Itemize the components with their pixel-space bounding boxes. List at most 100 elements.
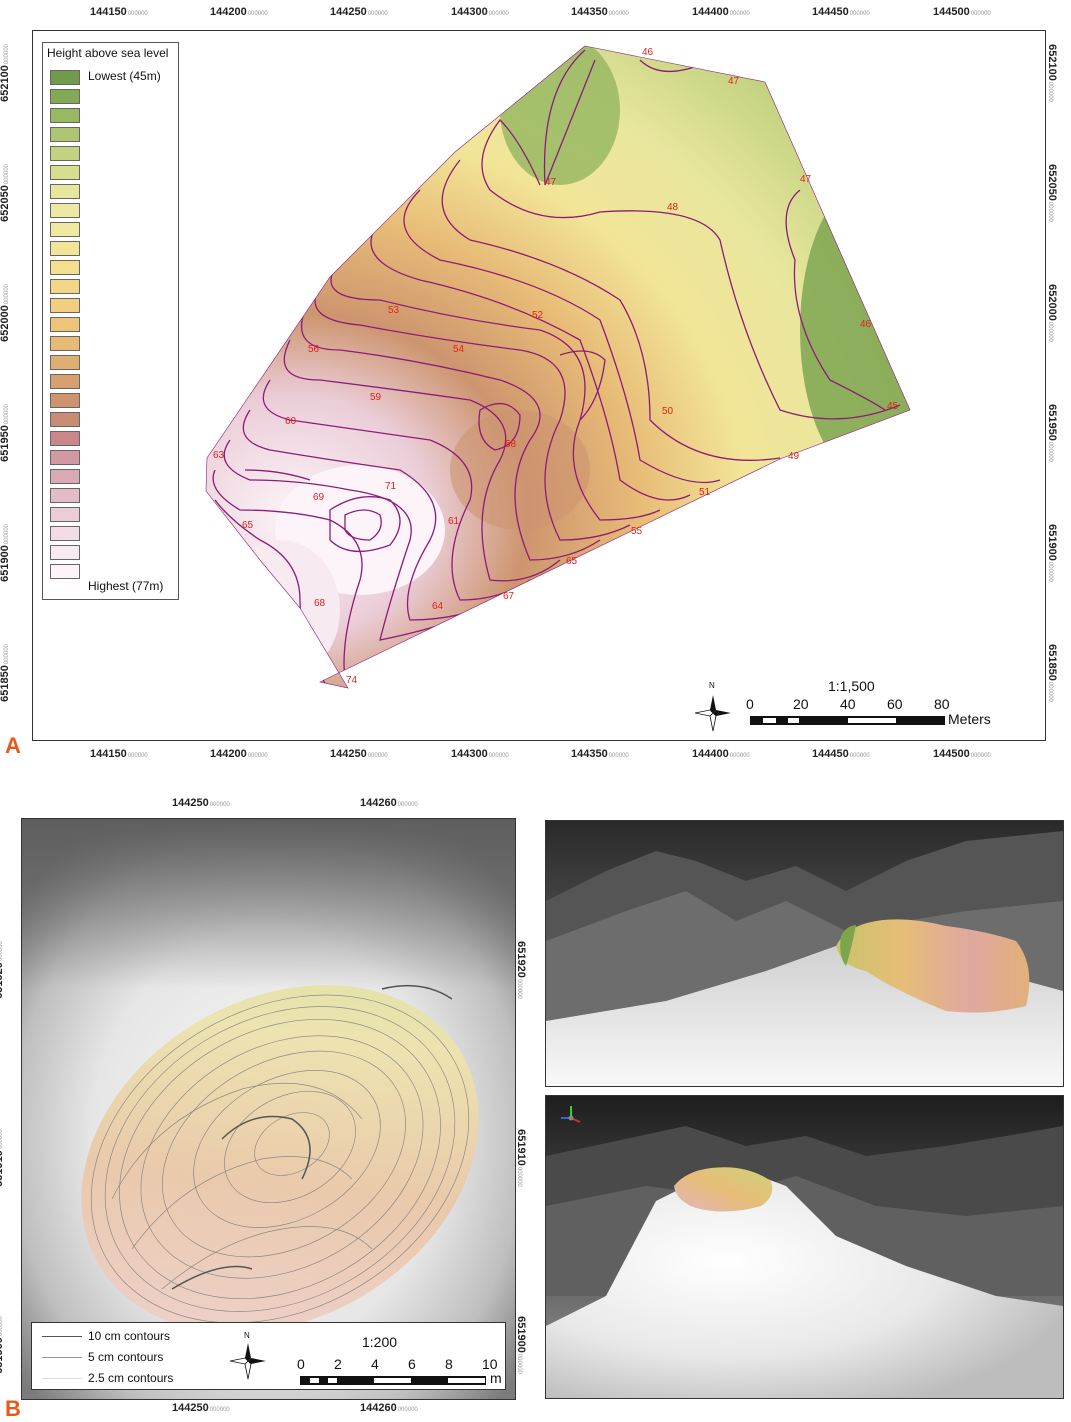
legend-swatch xyxy=(50,146,80,161)
scale-number-a: 40 xyxy=(840,696,856,712)
x-tick-top-a: 144200000000 xyxy=(210,6,268,18)
scale-number-a: 60 xyxy=(887,696,903,712)
y-tick-right-b: 651910000000 xyxy=(514,1129,527,1187)
legend-swatch xyxy=(50,564,80,579)
3d-view-top xyxy=(545,820,1064,1087)
scale-number-a: 20 xyxy=(793,696,809,712)
legend-swatch xyxy=(50,469,80,484)
contour-label: 47 xyxy=(545,177,557,188)
contour-label: 46 xyxy=(642,47,654,58)
contour-label: 54 xyxy=(453,344,465,355)
y-tick-right-a: 652000000000 xyxy=(1045,284,1058,342)
x-tick-top-a: 144500000000 xyxy=(933,6,991,18)
legend-swatch xyxy=(50,450,80,465)
scale-number-a: 0 xyxy=(746,696,754,712)
scale-number-b: 4 xyxy=(371,1356,379,1372)
contour-label: 49 xyxy=(788,451,800,462)
legend-swatch xyxy=(50,298,80,313)
north-label-b: N xyxy=(244,1331,250,1340)
contour-label: 55 xyxy=(631,526,643,537)
north-arrow-b: N xyxy=(228,1331,268,1383)
x-tick-top-b: 144260000000 xyxy=(360,797,418,809)
x-tick-bottom-a: 144250000000 xyxy=(330,748,388,760)
contour-label: 60 xyxy=(285,416,297,427)
y-tick-left-b: 651920000000 xyxy=(0,941,5,999)
scale-number-a: 80 xyxy=(934,696,950,712)
axis-gizmo-icon xyxy=(561,1106,581,1123)
contour-label: 61 xyxy=(448,516,460,527)
legend-swatch xyxy=(50,89,80,104)
contour-label: 69 xyxy=(313,492,325,503)
x-tick-bottom-a: 144400000000 xyxy=(692,748,750,760)
north-arrow-a: N xyxy=(693,681,733,733)
y-tick-right-a: 651950000000 xyxy=(1045,404,1058,462)
scale-ratio-a: 1:1,500 xyxy=(828,678,875,694)
scale-bar-a xyxy=(750,716,945,725)
height-legend: Height above sea level Lowest (45m) High… xyxy=(42,42,179,600)
x-tick-top-a: 144150000000 xyxy=(90,6,148,18)
legend-highest-label: Highest (77m) xyxy=(88,579,164,593)
legend-swatch xyxy=(50,241,80,256)
panel-letter-b: B xyxy=(5,1396,21,1421)
scale-number-b: 8 xyxy=(445,1356,453,1372)
north-label: N xyxy=(709,681,715,690)
scale-unit-b: m xyxy=(490,1370,502,1386)
y-tick-left-b: 651910000000 xyxy=(0,1129,5,1187)
contour-label: 50 xyxy=(662,406,674,417)
legend-lowest-label: Lowest (45m) xyxy=(88,69,161,83)
contour-label: 63 xyxy=(213,450,225,461)
legend-swatch xyxy=(50,203,80,218)
legend-swatch xyxy=(50,412,80,427)
contour-label: 53 xyxy=(388,305,400,316)
y-tick-left-a: 651900000000 xyxy=(0,524,11,582)
legend-swatch xyxy=(50,260,80,275)
contour-label: 74 xyxy=(346,675,358,686)
legend-swatch xyxy=(50,374,80,389)
legend-line-5cm xyxy=(42,1357,82,1358)
legend-swatch xyxy=(50,507,80,522)
elevation-map-a: 46 47 47 47 48 52 53 54 56 59 60 63 71 69 61 58 50 51 49 55… xyxy=(205,45,911,689)
legend-swatch xyxy=(50,488,80,503)
x-tick-top-a: 144300000000 xyxy=(451,6,509,18)
contour-label: 46 xyxy=(860,319,872,330)
contour-label: 59 xyxy=(370,392,382,403)
contour-label: 65 xyxy=(566,556,578,567)
x-tick-bottom-b: 144260000000 xyxy=(360,1402,418,1414)
contour-label: 58 xyxy=(505,439,517,450)
x-tick-top-a: 144350000000 xyxy=(571,6,629,18)
contour-label: 51 xyxy=(699,487,711,498)
y-tick-left-a: 652100000000 xyxy=(0,44,11,102)
scale-number-b: 2 xyxy=(334,1356,342,1372)
legend-swatch xyxy=(50,336,80,351)
scale-number-b: 6 xyxy=(408,1356,416,1372)
y-tick-right-a: 651850000000 xyxy=(1045,644,1058,702)
legend-swatch xyxy=(50,317,80,332)
y-tick-right-b: 651900000000 xyxy=(514,1316,527,1374)
x-tick-bottom-a: 144200000000 xyxy=(210,748,268,760)
legend-swatch xyxy=(50,108,80,123)
legend-swatch xyxy=(50,545,80,560)
hillshade-dem-b xyxy=(22,819,515,1399)
legend-swatch xyxy=(50,526,80,541)
x-tick-bottom-a: 144300000000 xyxy=(451,748,509,760)
legend-swatch xyxy=(50,184,80,199)
scale-bar-b xyxy=(300,1376,486,1385)
contour-label: 67 xyxy=(503,591,515,602)
legend-item-2-5cm: 2.5 cm contours xyxy=(88,1371,174,1385)
3d-view-bottom xyxy=(545,1095,1064,1399)
x-tick-top-a: 144450000000 xyxy=(812,6,870,18)
panel-letter-a: A xyxy=(5,733,21,758)
x-tick-bottom-a: 144350000000 xyxy=(571,748,629,760)
legend-swatch xyxy=(50,222,80,237)
scale-number-b: 0 xyxy=(297,1356,305,1372)
contour-label: 56 xyxy=(308,344,320,355)
compass-rose-icon-b xyxy=(229,1343,266,1380)
x-tick-bottom-a: 144500000000 xyxy=(933,748,991,760)
legend-item-10cm: 10 cm contours xyxy=(88,1329,171,1343)
y-tick-right-a: 651900000000 xyxy=(1045,524,1058,582)
x-tick-bottom-b: 144250000000 xyxy=(172,1402,230,1414)
x-tick-bottom-a: 144450000000 xyxy=(812,748,870,760)
legend-line-10cm xyxy=(42,1336,82,1337)
map-frame-b xyxy=(21,818,516,1400)
y-tick-left-a: 652000000000 xyxy=(0,284,11,342)
